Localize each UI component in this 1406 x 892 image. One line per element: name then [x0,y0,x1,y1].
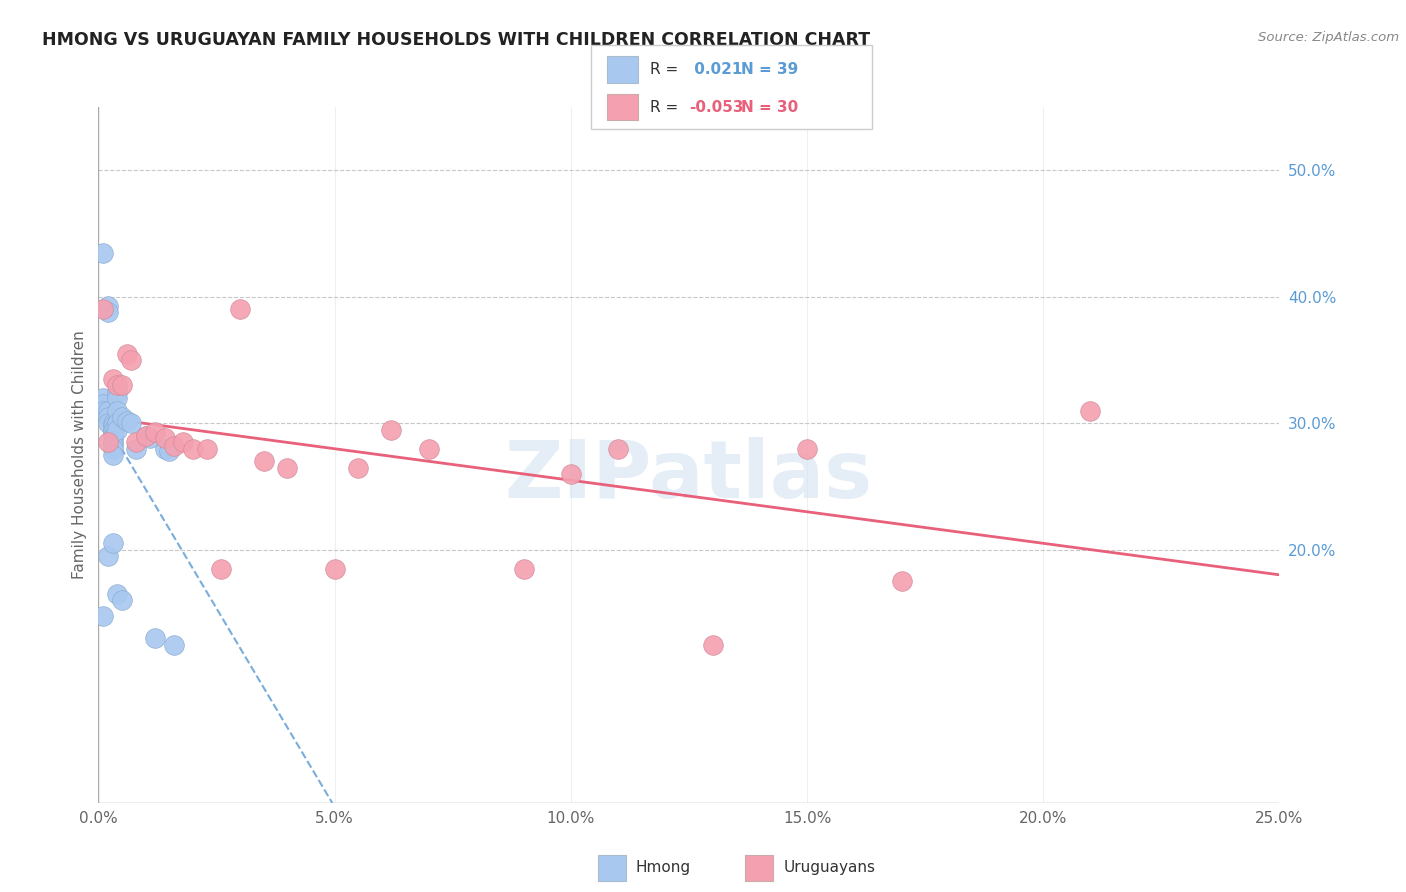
Point [323,562,346,576]
Point [135,429,157,443]
Point [163,638,186,652]
Y-axis label: Family Households with Children: Family Households with Children [72,331,87,579]
Text: Uruguayans: Uruguayans [783,861,875,875]
Text: ZIPatlas: ZIPatlas [505,437,873,515]
Point [181,442,204,456]
Point [105,378,128,392]
Point [111,593,134,607]
Text: R =: R = [650,62,683,77]
Point [121,417,143,431]
Point [253,454,276,468]
Point [702,638,724,652]
Point [1080,403,1102,417]
Point [91,403,114,417]
Point [380,423,402,437]
Text: Hmong: Hmong [636,861,690,875]
Point [97,417,120,431]
Point [229,302,252,317]
Point [105,384,128,399]
Point [97,435,120,450]
Point [163,439,186,453]
Point [153,432,176,446]
Text: 0.021: 0.021 [689,62,742,77]
Point [97,403,120,417]
Point [172,435,194,450]
Point [101,432,124,446]
Point [153,442,176,456]
Point [115,414,138,428]
Text: HMONG VS URUGUAYAN FAMILY HOUSEHOLDS WITH CHILDREN CORRELATION CHART: HMONG VS URUGUAYAN FAMILY HOUSEHOLDS WIT… [42,31,870,49]
Point [143,632,166,646]
Point [101,418,124,433]
Point [105,587,128,601]
Text: -0.053: -0.053 [689,100,744,114]
Point [143,425,166,439]
Point [91,391,114,405]
Point [105,417,128,431]
Point [111,409,134,424]
Text: Source: ZipAtlas.com: Source: ZipAtlas.com [1258,31,1399,45]
Point [111,378,134,392]
Point [97,305,120,319]
Point [796,442,818,456]
Point [157,444,180,458]
Point [105,391,128,405]
Point [209,562,232,576]
Point [276,460,298,475]
Text: R =: R = [650,100,683,114]
Point [91,397,114,411]
Point [101,372,124,386]
Point [418,442,440,456]
Point [560,467,582,481]
Point [121,353,143,368]
Point [105,423,128,437]
Point [97,549,120,563]
Point [91,608,114,623]
Point [890,574,912,589]
Point [97,299,120,313]
Point [125,435,148,450]
Point [91,302,114,317]
Text: N = 39: N = 39 [741,62,799,77]
Point [139,432,162,446]
Point [101,429,124,443]
Point [97,409,120,424]
Point [105,403,128,417]
Point [91,245,114,260]
Point [512,562,534,576]
Point [195,442,218,456]
Point [101,448,124,462]
Point [101,417,124,431]
Point [115,347,138,361]
Point [101,423,124,437]
Point [125,442,148,456]
Point [101,438,124,452]
Point [101,435,124,450]
Point [135,429,157,443]
Text: N = 30: N = 30 [741,100,799,114]
Point [101,442,124,456]
Point [607,442,630,456]
Point [101,425,124,439]
Point [101,536,124,550]
Point [347,460,370,475]
